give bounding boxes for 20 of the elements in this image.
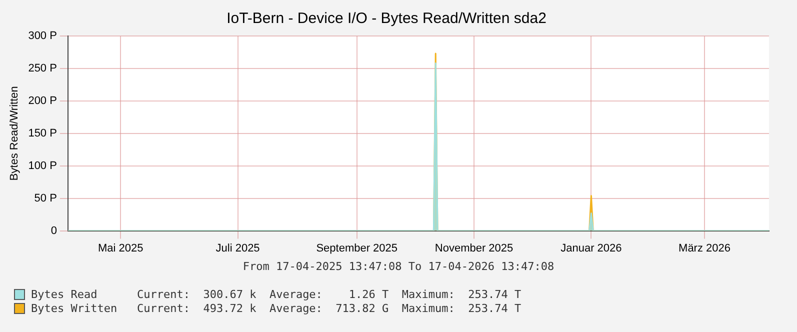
- x-tick-label: November 2025: [434, 242, 514, 254]
- chart-title: IoT-Bern - Device I/O - Bytes Read/Written sda2: [226, 10, 546, 28]
- y-tick-label: 100 P: [28, 160, 57, 172]
- text: Current: 300.67 k Average: 1.26 T Maximum: 253.74 T: [137, 288, 522, 300]
- legend-label: Bytes Written: [31, 302, 118, 314]
- x-tick-label: Mai 2025: [98, 242, 144, 254]
- y-tick-label: 50 P: [34, 192, 57, 204]
- y-tick-label: 200 P: [28, 94, 57, 107]
- y-tick-label: 0: [50, 224, 57, 237]
- x-tick-label: März 2026: [678, 242, 731, 254]
- x-tick-label: Januar 2026: [560, 242, 622, 254]
- legend-label: Bytes Read: [31, 288, 98, 300]
- text: Current: 493.72 k Average: 713.82 G Maximum: 253.74 T: [137, 302, 522, 314]
- y-tick-label: 150 P: [28, 127, 57, 140]
- text: From 17-04-2025 13:47:08 To 17-04-2026 13:47:08: [242, 260, 556, 273]
- y-axis-title: Bytes Read/Written: [8, 86, 21, 181]
- x-tick-label: Juli 2025: [216, 242, 260, 254]
- x-tick-label: September 2025: [316, 242, 398, 254]
- y-tick-label: 300 P: [28, 30, 57, 42]
- y-tick-label: 250 P: [28, 62, 57, 74]
